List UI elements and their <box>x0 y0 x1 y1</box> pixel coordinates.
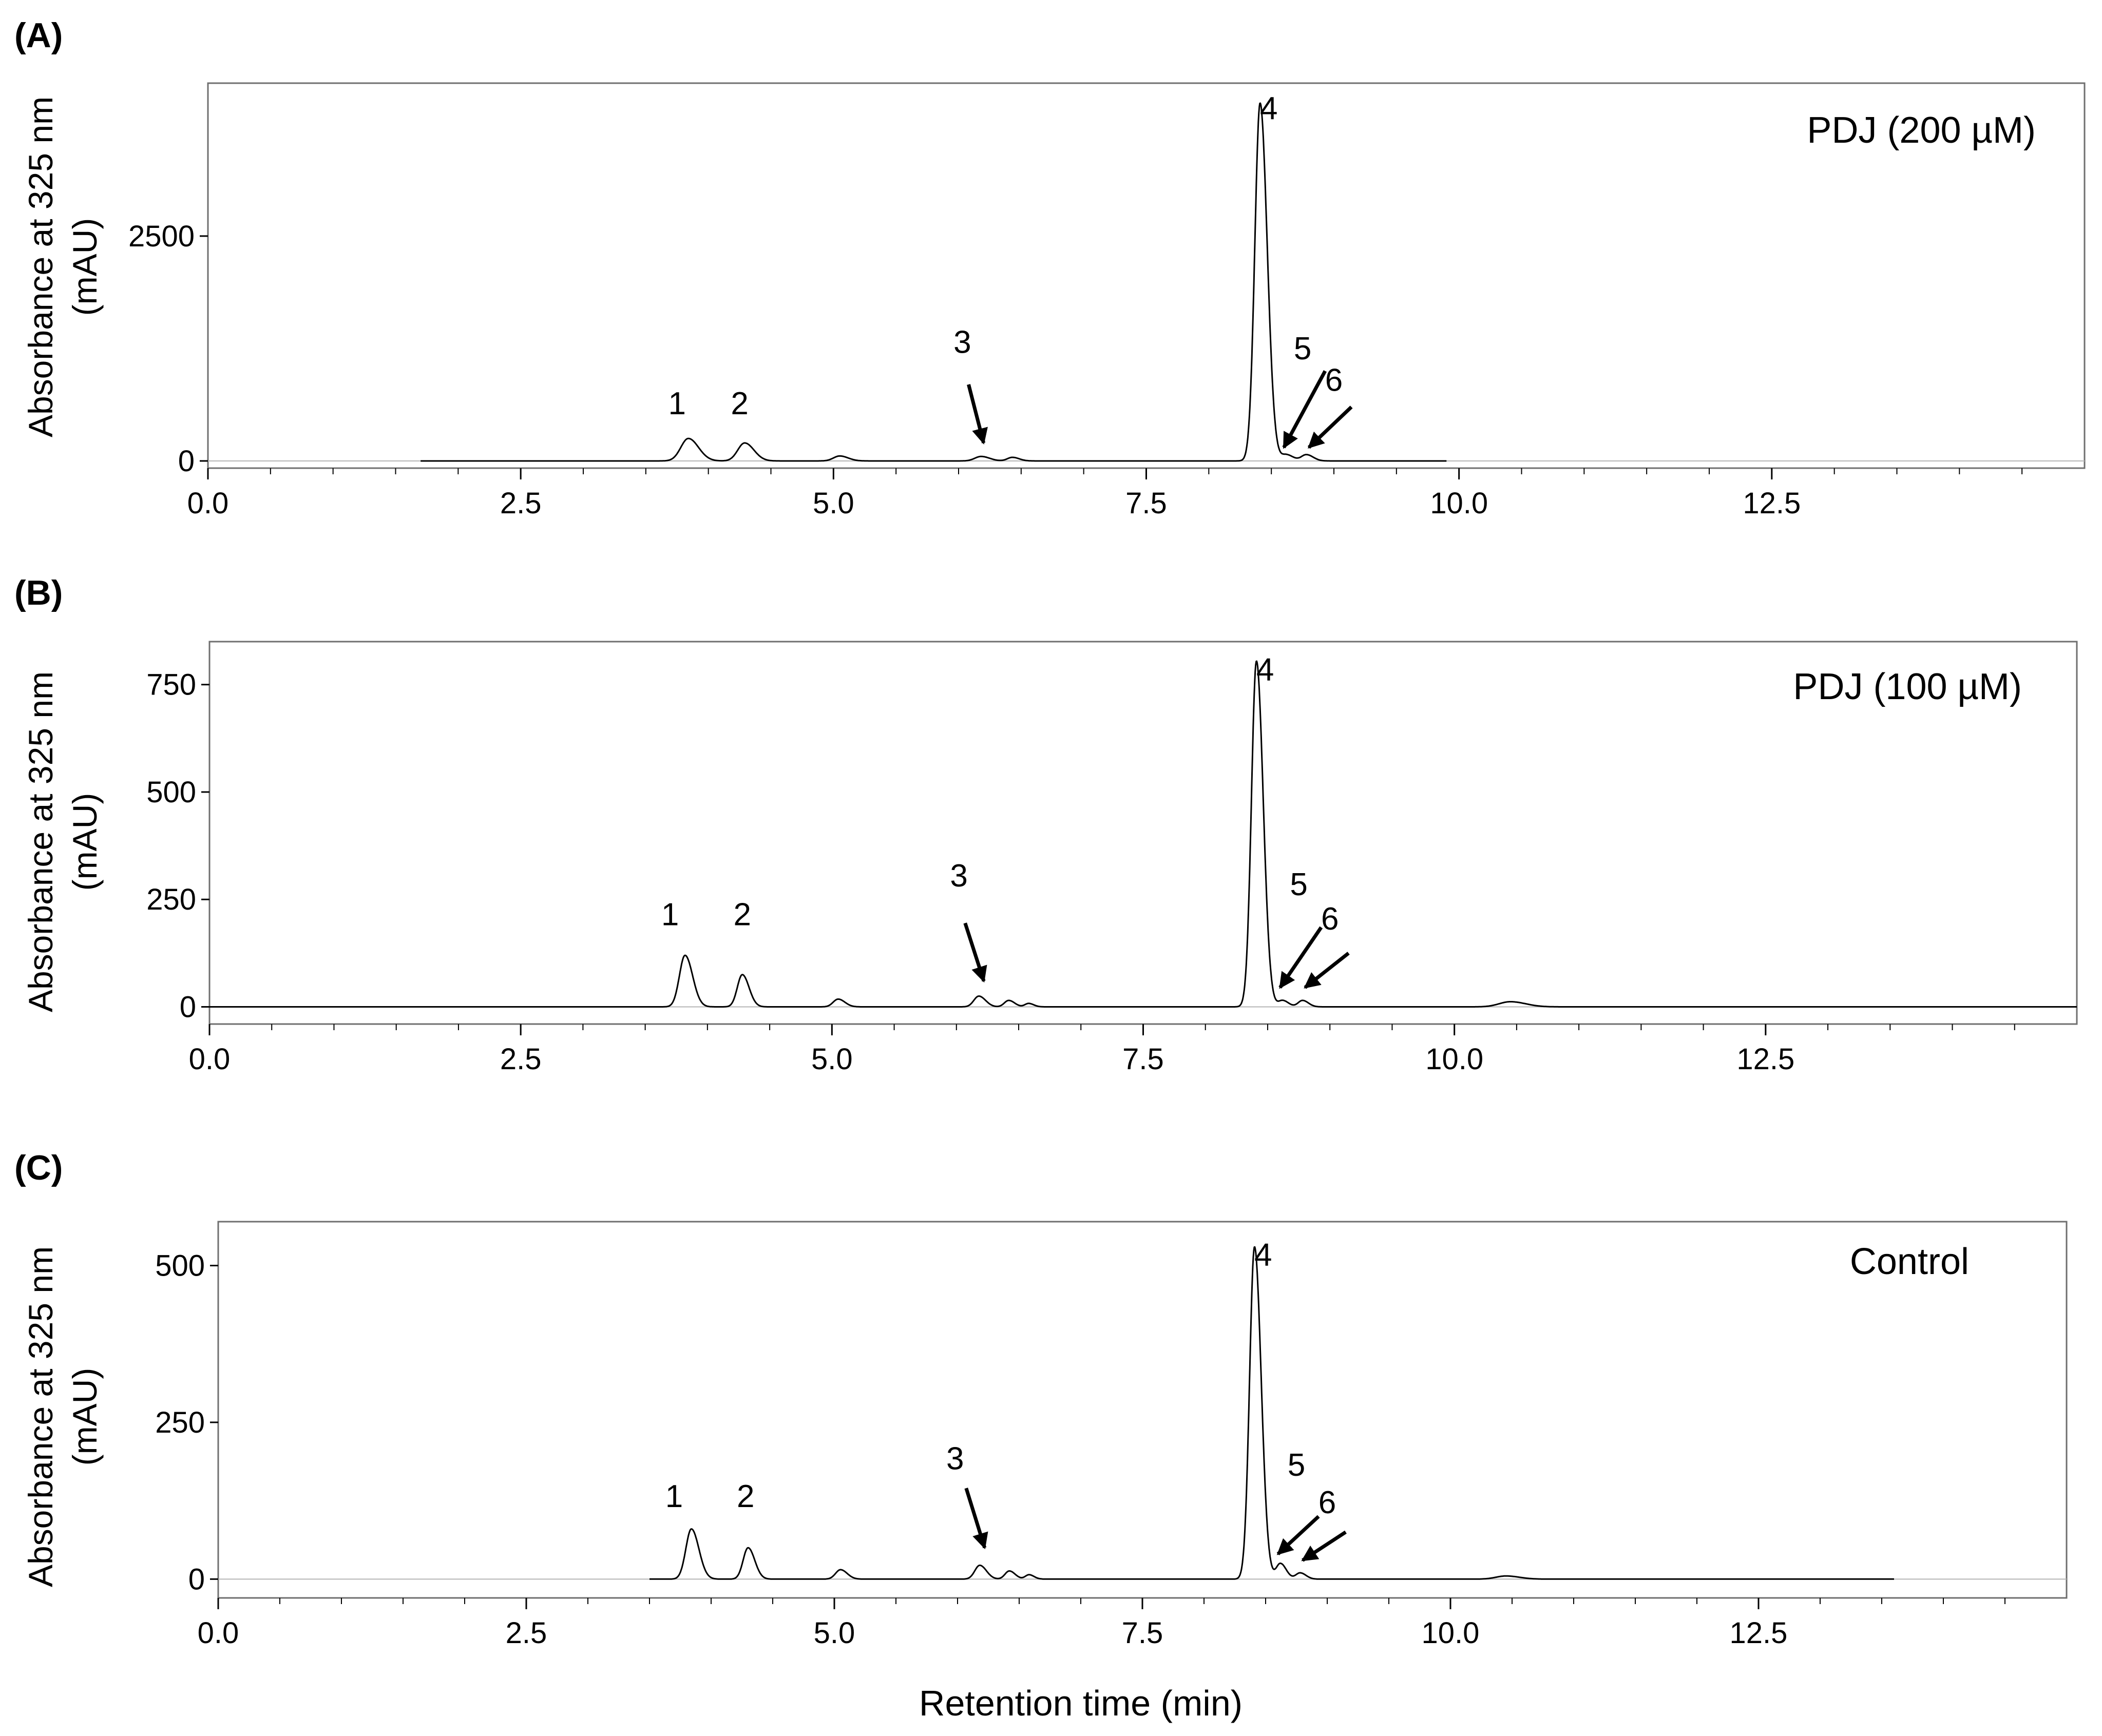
x-tick-label: 2.5 <box>500 1043 542 1076</box>
peak-label-3: 3 <box>953 325 971 360</box>
x-tick-label: 7.5 <box>1122 1616 1163 1650</box>
plot-content: 0 250 500 750 0.0 2.5 5.0 7.5 10.0 12.5 1 2 3 4 56 <box>146 652 2077 1076</box>
x-tick-label: 10.0 <box>1422 1616 1480 1650</box>
peak-label-5: 5 <box>1288 1448 1305 1483</box>
x-tick-label: 5.0 <box>811 1043 853 1076</box>
x-tick-label: 0.0 <box>189 1043 231 1076</box>
condition-label: Control <box>1850 1241 1969 1282</box>
peak-label-5: 5 <box>1290 867 1307 902</box>
panel-a: (A) Absorbance at 325 nm (mAU) PDJ (200 … <box>14 16 2086 520</box>
condition-label: PDJ (100 µM) <box>1793 666 2022 707</box>
plot-frame <box>207 82 2086 469</box>
peak-label-2: 2 <box>734 897 751 932</box>
peak-label-6: 6 <box>1325 362 1343 398</box>
peak-label-3: 3 <box>950 858 967 894</box>
y-tick-label: 0 <box>188 1563 205 1596</box>
x-tick-label: 7.5 <box>1125 487 1167 520</box>
peak-arrow <box>967 384 988 445</box>
x-tick-label: 2.5 <box>506 1616 547 1650</box>
peak-label-4: 4 <box>1256 652 1274 687</box>
condition-label: PDJ (200 µM) <box>1807 110 2036 151</box>
x-tick-label: 5.0 <box>814 1616 855 1650</box>
peak-label-4: 4 <box>1254 1238 1272 1273</box>
peak-arrow <box>1278 926 1323 989</box>
peak-arrow <box>1304 952 1350 989</box>
x-tick-label: 12.5 <box>1743 487 1801 520</box>
y-axis-label: Absorbance at 325 nm <box>22 671 60 1012</box>
peak-arrow <box>963 922 987 983</box>
plot-content: 0 2500 0.0 2.5 5.0 7.5 10.0 12.5 1 2 3 4 56 <box>128 91 2085 520</box>
panel-c: (C) Absorbance at 325 nm (mAU) Control 0… <box>14 1148 2068 1723</box>
peak-arrow <box>1282 370 1327 449</box>
peak-arrow <box>1307 406 1353 449</box>
plot-content: 0 250 500 0.0 2.5 5.0 7.5 10.0 12.5 1 2 3 4 56 <box>155 1238 2067 1650</box>
y-axis-label: Absorbance at 325 nm <box>22 97 60 437</box>
chromatogram-trace <box>209 660 2077 1008</box>
x-tick-label: 0.0 <box>198 1616 239 1650</box>
y-tick-label: 750 <box>146 668 196 702</box>
peak-label-1: 1 <box>661 897 679 932</box>
peak-label-2: 2 <box>731 386 748 421</box>
panel-label: (A) <box>14 16 63 55</box>
y-tick-label: 0 <box>180 991 196 1024</box>
x-tick-label: 5.0 <box>813 487 854 520</box>
y-axis-unit: (mAU) <box>66 793 104 891</box>
peak-arrow <box>1301 1530 1347 1562</box>
panel-label: (C) <box>14 1148 63 1187</box>
x-axis-label: Retention time (min) <box>919 1683 1243 1723</box>
panel-label: (B) <box>14 573 63 612</box>
y-tick-label: 250 <box>155 1406 205 1439</box>
peak-label-1: 1 <box>668 386 686 421</box>
plot-frame <box>217 1221 2068 1599</box>
peak-label-1: 1 <box>665 1479 683 1514</box>
peak-label-4: 4 <box>1260 91 1277 126</box>
x-tick-label: 10.0 <box>1430 487 1488 520</box>
x-tick-label: 2.5 <box>500 487 542 520</box>
peak-label-2: 2 <box>737 1479 754 1514</box>
y-tick-label: 0 <box>178 445 195 478</box>
chromatogram-trace <box>420 102 1447 462</box>
y-tick-label: 2500 <box>128 220 195 253</box>
y-axis-unit: (mAU) <box>66 218 104 316</box>
x-tick-label: 7.5 <box>1122 1043 1164 1076</box>
y-axis-unit: (mAU) <box>66 1368 104 1466</box>
x-tick-label: 10.0 <box>1425 1043 1483 1076</box>
y-axis-label: Absorbance at 325 nm <box>22 1246 60 1587</box>
x-tick-label: 0.0 <box>187 487 229 520</box>
peak-label-6: 6 <box>1318 1485 1336 1520</box>
peak-arrow <box>964 1488 988 1550</box>
y-tick-label: 250 <box>146 883 196 916</box>
peak-label-3: 3 <box>946 1441 964 1477</box>
x-tick-label: 12.5 <box>1736 1043 1794 1076</box>
peak-arrow <box>1276 1515 1320 1556</box>
y-tick-label: 500 <box>155 1249 205 1283</box>
chromatogram-trace <box>649 1246 1895 1580</box>
x-tick-label: 12.5 <box>1730 1616 1788 1650</box>
peak-label-5: 5 <box>1294 331 1311 367</box>
peak-label-6: 6 <box>1321 901 1339 937</box>
panel-b: (B) Absorbance at 325 nm (mAU) PDJ (100 … <box>14 573 2078 1076</box>
y-tick-label: 500 <box>146 776 196 809</box>
